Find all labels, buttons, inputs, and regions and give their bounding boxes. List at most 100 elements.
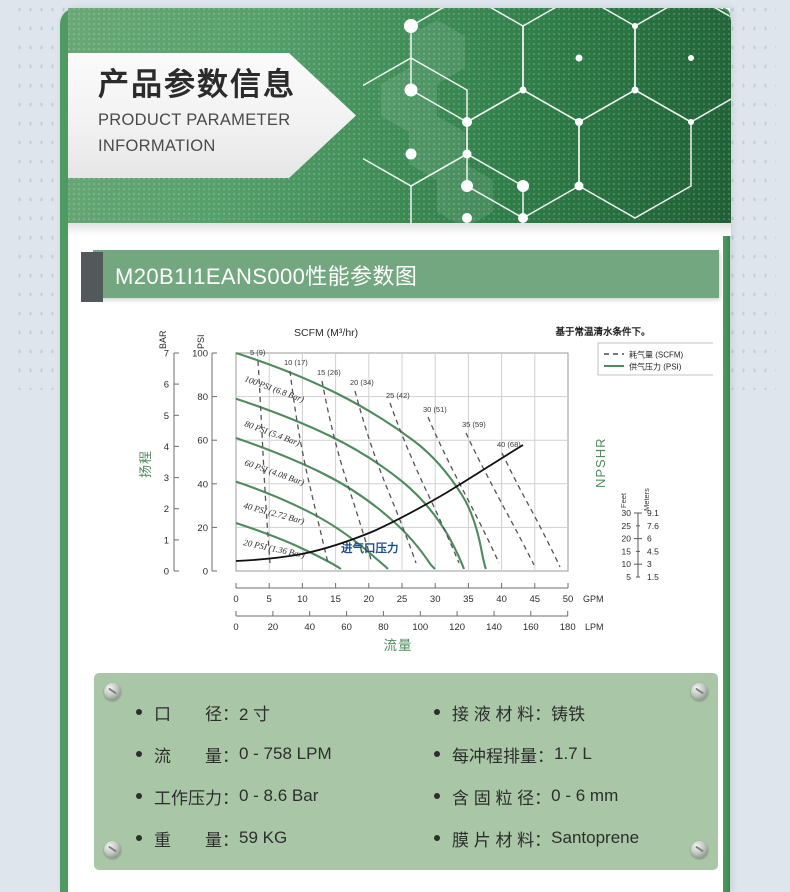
banner-title-plate: 产品参数信息 PRODUCT PARAMETER INFORMATION [68,53,356,178]
air-label-5: 5 (9) [250,348,266,357]
specification-panel: 口 径： 2 寸 流 量： 0 - 758 LPM 工作压力： 0 - 8.6 … [94,673,718,870]
svg-text:1: 1 [164,535,169,546]
axis-label-head: 扬程 [138,450,153,478]
svg-text:20: 20 [622,534,632,544]
chart-top-unit-label: SCFM (M³/hr) [294,327,358,339]
spec-value-flow-rate: 0 - 758 LPM [239,744,332,763]
chart-gridlines-horizontal [236,396,568,528]
air-curve-30 [427,416,500,564]
bullet-icon [434,793,440,799]
spec-item-solid-particle-size: 含 固 粒 径： 0 - 6 mm [434,775,714,817]
svg-text:35: 35 [463,594,474,605]
banner-title-en-line1: PRODUCT PARAMETER [98,111,291,129]
svg-text:0: 0 [164,567,169,578]
npshr-curve [235,444,524,562]
spec-label-weight: 重 量： [154,830,239,850]
spec-value-port-size: 2 寸 [239,704,271,724]
air-curve-25 [389,402,460,564]
air-curve-5 [257,360,271,564]
svg-text:30: 30 [430,594,441,605]
screw-icon-top-right [691,683,708,700]
svg-text:140: 140 [486,622,502,633]
air-consumption-labels: 5 (9) 10 (17) 15 (26) 20 (34) 25 (42) 30… [250,348,521,449]
svg-text:45: 45 [530,594,541,605]
spec-item-weight: 重 量： 59 KG [136,817,426,859]
spec-column-right: 接 液 材 料： 铸铁 每冲程排量： 1.7 L 含 固 粒 径： 0 - 6 … [434,691,714,859]
svg-text:3: 3 [164,473,169,484]
air-curve-40 [501,452,561,568]
svg-text:40: 40 [496,594,507,605]
air-label-40: 40 (68) [497,440,521,449]
svg-text:6: 6 [647,534,652,544]
svg-text:40: 40 [304,622,315,633]
legend-label-supply-pressure: 供气压力 (PSI) [629,362,682,372]
pressure-curves-group [235,352,487,570]
pressure-curve-40psi [235,480,389,570]
svg-text:80: 80 [197,392,208,403]
bullet-icon [136,835,142,841]
svg-text:10: 10 [297,594,308,605]
axis-unit-gpm: GPM [583,594,604,604]
svg-text:5: 5 [267,594,272,605]
svg-text:9.1: 9.1 [647,508,659,518]
axis-bar: 0 1 2 3 4 5 6 7 [164,349,179,578]
spec-label-displacement-per-stroke: 每冲程排量： [452,746,554,766]
svg-text:180: 180 [560,622,576,633]
air-curve-20 [354,390,417,564]
hexagon-network-graphic [363,8,731,223]
svg-text:7.6: 7.6 [647,521,659,531]
air-consumption-curves-group [257,360,561,568]
svg-text:20: 20 [268,622,279,633]
svg-text:100: 100 [412,622,428,633]
npshr-unit-meters: Meters [642,488,651,511]
svg-text:10: 10 [622,559,632,569]
axis-psi: 0 20 40 60 80 100 [192,349,217,578]
svg-text:7: 7 [164,349,169,360]
spec-label-flow-rate: 流 量： [154,746,239,766]
pressure-curve-60psi [235,437,436,570]
spec-label-working-pressure: 工作压力： [154,788,239,808]
spec-value-displacement-per-stroke: 1.7 L [554,744,592,763]
spec-label-solid-particle-size: 含 固 粒 径： [452,788,552,808]
spec-label-wetted-material: 接 液 材 料： [452,704,552,724]
axis-unit-bar: BAR [158,330,168,349]
card-right-edge [723,8,730,892]
svg-text:0: 0 [203,567,208,578]
section-heading-bar: M20B1I1EANS000性能参数图 [81,250,719,302]
svg-text:20: 20 [364,594,375,605]
svg-text:4.5: 4.5 [647,546,659,556]
air-label-25: 25 (42) [386,391,410,400]
air-label-15: 15 (26) [317,368,341,377]
bullet-icon [434,835,440,841]
banner-title-en-line2: INFORMATION [98,137,216,155]
npshr-unit-feet: Feet [619,492,628,508]
spec-value-solid-particle-size: 0 - 6 mm [551,786,619,805]
screw-icon-top-left [104,683,121,700]
bullet-icon [434,709,440,715]
page-banner: 产品参数信息 PRODUCT PARAMETER INFORMATION [68,8,731,223]
axis-label-npshr: NPSHR [593,437,608,488]
svg-text:0: 0 [233,594,238,605]
spec-value-wetted-material: 铸铁 [551,704,586,724]
svg-text:5: 5 [164,411,169,422]
pressure-curve-80psi [235,397,465,570]
performance-chart: SCFM (M³/hr) 基于常温清水条件下。 耗气量 (SCFM) 供气压力 … [98,313,713,653]
chart-legend-box [597,342,713,376]
inlet-pressure-label: 进气口压力 [341,541,399,555]
air-label-20: 20 (34) [350,378,374,387]
spec-item-diaphragm-material: 膜 片 材 料： Santoprene [434,817,714,859]
axis-unit-psi: PSI [196,334,206,349]
banner-title-cn: 产品参数信息 [98,67,296,103]
svg-text:3: 3 [647,559,652,569]
npshr-scale: 30 25 20 15 10 5 9.1 7.6 6 4.5 3 1.5 [622,508,660,582]
axis-unit-lpm: LPM [585,622,604,632]
svg-text:0: 0 [233,622,238,633]
spec-item-flow-rate: 流 量： 0 - 758 LPM [136,733,426,775]
svg-text:50: 50 [563,594,574,605]
spec-label-diaphragm-material: 膜 片 材 料： [452,830,552,850]
spec-value-weight: 59 KG [239,828,288,847]
screw-icon-bottom-right [691,841,708,858]
spec-item-working-pressure: 工作压力： 0 - 8.6 Bar [136,775,426,817]
air-curve-10 [289,370,329,564]
air-label-35: 35 (59) [462,420,486,429]
